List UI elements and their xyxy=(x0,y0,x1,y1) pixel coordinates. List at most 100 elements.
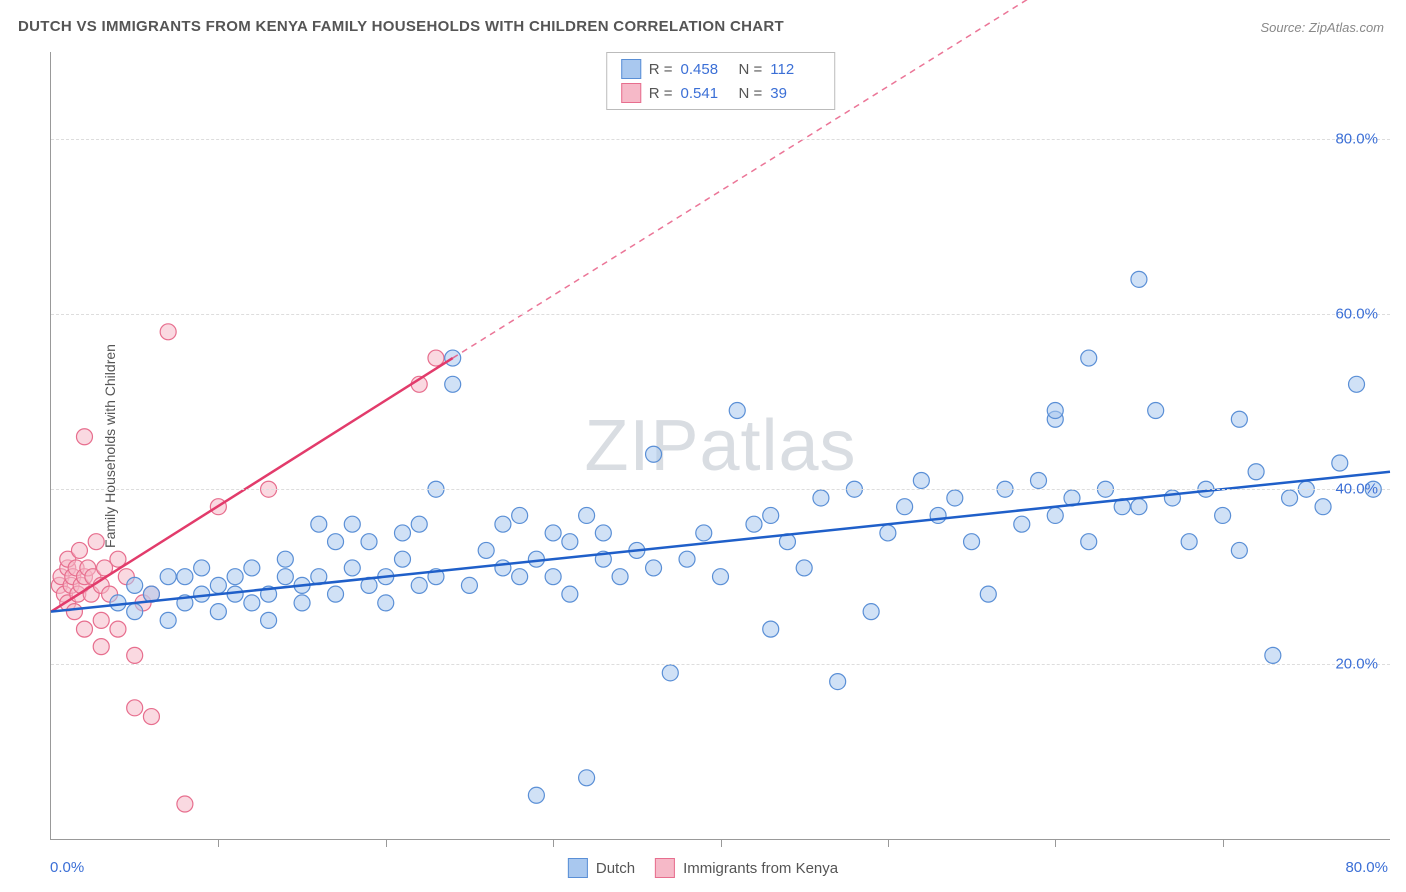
data-point xyxy=(478,542,494,558)
data-point xyxy=(495,516,511,532)
data-point xyxy=(1148,403,1164,419)
data-point xyxy=(177,796,193,812)
data-point xyxy=(930,507,946,523)
data-point xyxy=(830,674,846,690)
data-point xyxy=(964,534,980,550)
data-point xyxy=(863,604,879,620)
legend-label: Immigrants from Kenya xyxy=(683,860,838,877)
r-label: R = xyxy=(649,61,673,78)
gridline xyxy=(51,314,1390,315)
data-point xyxy=(612,569,628,585)
data-point xyxy=(344,516,360,532)
data-point xyxy=(394,525,410,541)
chart-title: DUTCH VS IMMIGRANTS FROM KENYA FAMILY HO… xyxy=(18,18,784,35)
data-point xyxy=(579,507,595,523)
data-point xyxy=(713,569,729,585)
data-point xyxy=(177,569,193,585)
data-point xyxy=(277,569,293,585)
x-axis-max-label: 80.0% xyxy=(1345,859,1388,876)
data-point xyxy=(1047,403,1063,419)
data-point xyxy=(763,621,779,637)
data-point xyxy=(1231,542,1247,558)
data-point xyxy=(528,787,544,803)
data-point xyxy=(127,604,143,620)
data-point xyxy=(160,569,176,585)
data-point xyxy=(210,604,226,620)
data-point xyxy=(1081,534,1097,550)
series-swatch xyxy=(621,83,641,103)
data-point xyxy=(1282,490,1298,506)
data-point xyxy=(512,569,528,585)
data-point xyxy=(1081,350,1097,366)
data-point xyxy=(1349,376,1365,392)
data-point xyxy=(344,560,360,576)
data-point xyxy=(947,490,963,506)
data-point xyxy=(127,577,143,593)
data-point xyxy=(1164,490,1180,506)
data-point xyxy=(813,490,829,506)
data-point xyxy=(210,577,226,593)
y-tick-label: 60.0% xyxy=(1335,306,1378,323)
data-point xyxy=(93,639,109,655)
data-point xyxy=(110,621,126,637)
data-point xyxy=(261,612,277,628)
data-point xyxy=(1131,271,1147,287)
data-point xyxy=(244,595,260,611)
series-legend: Dutch Immigrants from Kenya xyxy=(568,858,838,878)
legend-label: Dutch xyxy=(596,860,635,877)
data-point xyxy=(646,560,662,576)
data-point xyxy=(595,525,611,541)
source-attribution: Source: ZipAtlas.com xyxy=(1260,20,1384,35)
data-point xyxy=(378,595,394,611)
data-point xyxy=(88,534,104,550)
data-point xyxy=(411,516,427,532)
data-point xyxy=(127,647,143,663)
data-point xyxy=(646,446,662,462)
data-point xyxy=(662,665,678,681)
data-point xyxy=(545,525,561,541)
data-point xyxy=(729,403,745,419)
stats-row: R =0.541N =39 xyxy=(621,81,821,105)
data-point xyxy=(160,612,176,628)
data-point xyxy=(1248,464,1264,480)
data-point xyxy=(394,551,410,567)
series-swatch xyxy=(655,858,675,878)
data-point xyxy=(913,472,929,488)
series-swatch xyxy=(621,59,641,79)
stats-row: R =0.458N =112 xyxy=(621,57,821,81)
x-tick xyxy=(1223,839,1224,847)
data-point xyxy=(194,560,210,576)
data-point xyxy=(411,577,427,593)
data-point xyxy=(127,700,143,716)
data-point xyxy=(294,595,310,611)
data-point xyxy=(1047,507,1063,523)
data-point xyxy=(277,551,293,567)
gridline xyxy=(51,139,1390,140)
x-tick xyxy=(888,839,889,847)
data-point xyxy=(361,534,377,550)
data-point xyxy=(445,376,461,392)
data-point xyxy=(880,525,896,541)
x-tick xyxy=(721,839,722,847)
data-point xyxy=(980,586,996,602)
correlation-stats-box: R =0.458N =112R =0.541N =39 xyxy=(606,52,836,110)
data-point xyxy=(227,569,243,585)
data-point xyxy=(461,577,477,593)
data-point xyxy=(93,612,109,628)
data-point xyxy=(1315,499,1331,515)
data-point xyxy=(796,560,812,576)
data-point xyxy=(696,525,712,541)
data-point xyxy=(579,770,595,786)
r-value: 0.458 xyxy=(681,61,731,78)
x-tick xyxy=(218,839,219,847)
scatter-chart-canvas xyxy=(51,52,1390,839)
data-point xyxy=(897,499,913,515)
data-point xyxy=(1332,455,1348,471)
n-label: N = xyxy=(739,85,763,102)
data-point xyxy=(66,604,82,620)
x-axis-min-label: 0.0% xyxy=(50,859,84,876)
x-tick xyxy=(1055,839,1056,847)
data-point xyxy=(1181,534,1197,550)
y-tick-label: 20.0% xyxy=(1335,656,1378,673)
plot-area: ZIPatlas R =0.458N =112R =0.541N =39 20.… xyxy=(50,52,1390,840)
